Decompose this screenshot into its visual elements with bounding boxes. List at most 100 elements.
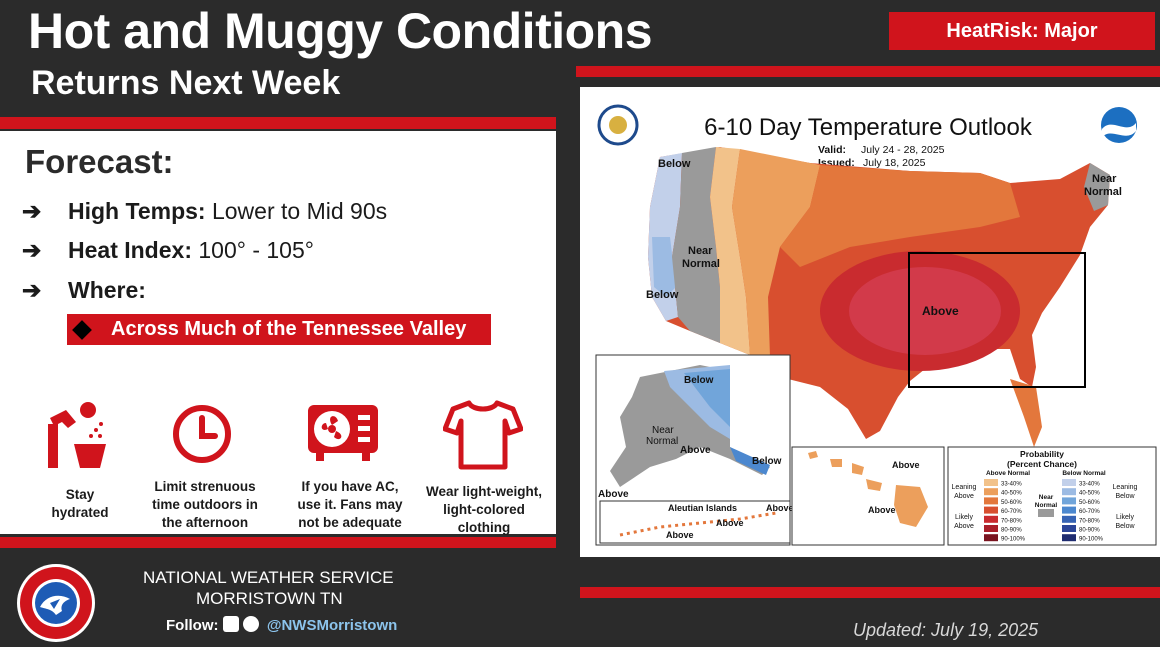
legend-swatch-above <box>984 534 998 542</box>
legend-range-below: 33-40% <box>1079 482 1100 488</box>
noaa-wave <box>1102 123 1136 137</box>
issued-date: July 18, 2025 <box>863 157 926 169</box>
arrow-right-icon: ➔ <box>22 237 42 263</box>
legend-leaning-below-2: Below <box>1115 493 1135 500</box>
footer-follow: Follow: @NWSMorristown <box>166 616 397 634</box>
alaska-below-darker <box>684 369 730 427</box>
label-aleutian: Aleutian Islands <box>668 503 737 513</box>
forecast-row-where: ➔ Where: <box>22 277 146 304</box>
aleutian-inset <box>599 500 791 544</box>
legend-below-normal: Below Normal <box>1062 470 1106 477</box>
florida-region <box>1010 379 1042 447</box>
legend-swatch-above <box>984 497 998 505</box>
legend-title-1: Probability <box>1020 449 1064 459</box>
label-near-normal-ne-1: Near <box>1092 173 1117 185</box>
label-ak-below: Below <box>684 375 714 386</box>
probability-legend <box>947 446 1157 546</box>
legend-range-above: 50-60% <box>1001 500 1022 506</box>
tip-limit-strenuous: Limit strenuous time outdoors in the after… <box>152 479 258 530</box>
outlook-map-svg: 6-10 Day Temperature Outlook Valid: July… <box>595 104 1157 546</box>
legend-range-below: 40-50% <box>1079 491 1100 497</box>
arrow-right-icon: ➔ <box>22 198 42 224</box>
label-hi-above-1: Above <box>892 460 920 470</box>
label-ak-near-2: Normal <box>646 436 678 447</box>
footer-org: NATIONAL WEATHER SERVICE <box>143 568 394 587</box>
legend-range-above: 70-80% <box>1001 518 1022 524</box>
forecast-row-heat-index: ➔ Heat Index: 100° - 105° <box>22 237 314 264</box>
legend-swatch-above <box>984 479 998 486</box>
hawaii-islands <box>808 451 928 527</box>
label-ak-above-sw: Above <box>598 489 629 500</box>
label-aleutian-above-3: Above <box>666 530 694 540</box>
tshirt-icon <box>443 400 523 470</box>
label-below-nw: Below <box>658 158 691 170</box>
legend-likely-below-1: Likely <box>1116 514 1134 521</box>
red-stripe-map-bottom <box>580 587 1160 598</box>
heatrisk-badge: HeatRisk: Major <box>889 12 1155 50</box>
legend-range-above: 60-70% <box>1001 509 1022 515</box>
temperature-outlook-map: 6-10 Day Temperature Outlook Valid: July… <box>580 87 1160 557</box>
follow-label: Follow: <box>166 617 219 634</box>
updated-timestamp: Updated: July 19, 2025 <box>853 620 1039 640</box>
legend-range-above: 90-100% <box>1001 537 1026 543</box>
diamond-bullet-icon <box>72 319 92 340</box>
legend-title-2: (Percent Chance) <box>1007 459 1077 469</box>
legend-swatch-below <box>1062 534 1076 542</box>
leaning-above-band <box>710 147 750 355</box>
page-subtitle: Returns Next Week <box>31 64 341 102</box>
legend-leaning-above-2: Above <box>954 493 974 500</box>
tip-light-clothing: Wear light-weight, light-colored clothing <box>425 484 542 535</box>
legend-range-above: 40-50% <box>1001 491 1022 497</box>
legend-swatch-above <box>984 525 998 532</box>
tennessee-valley-box <box>908 252 1086 388</box>
west-below-darker <box>652 237 676 297</box>
above-50-60-band <box>780 165 1020 267</box>
legend-near-swatch <box>1038 509 1054 517</box>
legend-above-normal: Above Normal <box>986 470 1030 477</box>
twitter-icon[interactable] <box>222 616 239 632</box>
above-40-50-band <box>732 149 820 357</box>
where-highlight: Across Much of the Tennessee Valley <box>67 314 491 345</box>
arrow-right-icon: ➔ <box>22 277 42 303</box>
label-aleutian-above-2: Above <box>716 518 744 528</box>
legend-range-below: 70-80% <box>1079 518 1100 524</box>
facebook-icon[interactable] <box>242 616 259 632</box>
legend-swatches: 33-40% 33-40% 40-50% 40-50% 50-60% 50-60% 60-7… <box>984 479 1104 543</box>
legend-likely-below-2: Below <box>1115 523 1135 530</box>
legend-swatch-above <box>984 506 998 514</box>
tip-stay-hydrated: Stay hydrated <box>51 487 109 520</box>
red-stripe-map-top <box>576 66 1160 77</box>
forecast-row-high-temps: ➔ High Temps: Lower to Mid 90s <box>22 198 387 225</box>
legend-range-below: 60-70% <box>1079 509 1100 515</box>
tip-use-ac: If you have AC, use it. Fans may not be ad… <box>297 479 403 530</box>
legend-range-below: 50-60% <box>1079 500 1100 506</box>
footer-office: MORRISTOWN TN <box>196 589 343 608</box>
label-below-w: Below <box>646 289 679 301</box>
legend-swatch-above <box>984 515 998 523</box>
seal-center <box>609 116 627 134</box>
label-aleutian-above-1: Above <box>766 503 794 513</box>
northeast-near-normal-region <box>1084 163 1110 211</box>
legend-swatch-below <box>1062 506 1076 514</box>
legend-range-above: 33-40% <box>1001 482 1022 488</box>
red-stripe-top <box>0 117 556 129</box>
forecast-label: Heat Index: <box>68 237 192 263</box>
legend-swatch-above <box>984 488 998 496</box>
legend-leaning-above-1: Leaning <box>952 484 977 491</box>
legend-range-above: 80-90% <box>1001 528 1022 534</box>
clock-icon <box>173 405 231 463</box>
valid-label: Valid: <box>818 144 846 156</box>
forecast-value: 100° - 105° <box>198 237 314 263</box>
legend-likely-above-2: Above <box>954 523 974 530</box>
west-near-normal-region <box>672 147 720 343</box>
nws-logo-icon <box>17 564 95 642</box>
legend-swatch-below <box>1062 525 1076 532</box>
social-handle-link[interactable]: @NWSMorristown <box>266 617 398 634</box>
forecast-heading: Forecast: <box>25 143 174 180</box>
legend-swatch-below <box>1062 488 1076 496</box>
label-near-normal-ne-2: Normal <box>1084 186 1122 198</box>
label-ak-above: Above <box>680 445 711 456</box>
legend-range-below: 90-100% <box>1079 537 1104 543</box>
map-title: 6-10 Day Temperature Outlook <box>704 114 1033 141</box>
legend-swatch-below <box>1062 497 1076 505</box>
